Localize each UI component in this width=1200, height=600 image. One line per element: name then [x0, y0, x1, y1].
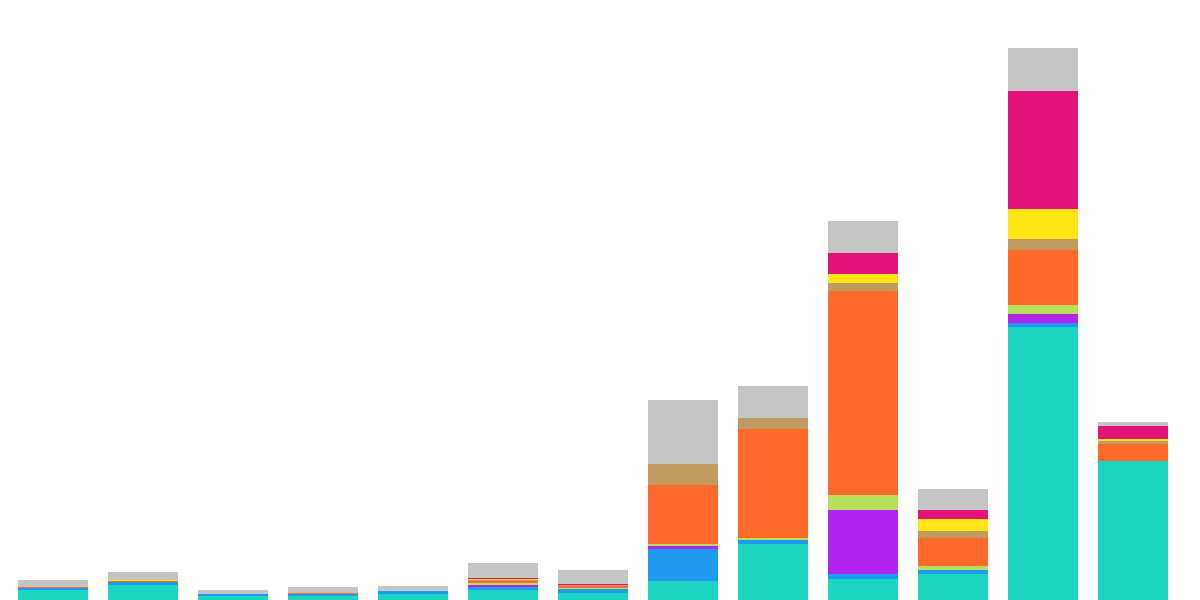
- bar-8-blue-segment: [648, 549, 718, 581]
- bar-9-teal-segment: [738, 544, 808, 600]
- bar-5-teal-segment: [378, 594, 448, 600]
- bar-13-orange-segment: [1098, 444, 1168, 461]
- bar-12: [1008, 48, 1078, 600]
- bar-3-teal-segment: [198, 596, 268, 600]
- bar-10-brown-segment: [828, 283, 898, 292]
- bar-10-yellow-segment: [828, 274, 898, 283]
- bar-7-teal-segment: [558, 593, 628, 600]
- bar-1-grey-segment: [18, 580, 88, 588]
- bar-12-magenta-segment: [1008, 91, 1078, 209]
- bar-10-grey-segment: [828, 221, 898, 253]
- bar-8-teal-segment: [648, 581, 718, 600]
- bar-8-brown-segment: [648, 464, 718, 485]
- bar-13-magenta-segment: [1098, 426, 1168, 439]
- bar-4: [288, 587, 358, 600]
- bar-11-grey-segment: [918, 489, 988, 510]
- bar-10-orange-segment: [828, 291, 898, 495]
- bar-1: [18, 580, 88, 600]
- bar-12-teal-segment: [1008, 327, 1078, 600]
- bar-4-teal-segment: [288, 596, 358, 600]
- bar-11-magenta-segment: [918, 510, 988, 519]
- bar-8: [648, 400, 718, 600]
- bar-6-grey-segment: [468, 563, 538, 578]
- bar-3: [198, 590, 268, 600]
- bar-13-teal-segment: [1098, 461, 1168, 600]
- bar-12-grey-segment: [1008, 48, 1078, 91]
- bar-12-purple-segment: [1008, 314, 1078, 323]
- bar-9-grey-segment: [738, 386, 808, 418]
- bar-7-grey-segment: [558, 570, 628, 584]
- bar-10-purple-segment: [828, 510, 898, 574]
- bar-9-brown-segment: [738, 418, 808, 429]
- bar-2-teal-segment: [108, 585, 178, 600]
- bar-12-lime-segment: [1008, 305, 1078, 314]
- bar-9-orange-segment: [738, 429, 808, 538]
- bar-11-yellow-segment: [918, 519, 988, 532]
- bar-6-teal-segment: [468, 590, 538, 600]
- bar-11-teal-segment: [918, 574, 988, 600]
- bar-5: [378, 586, 448, 600]
- bar-10-magenta-segment: [828, 253, 898, 274]
- bar-9: [738, 386, 808, 600]
- stacked-bar-chart: [0, 0, 1200, 600]
- bar-12-yellow-segment: [1008, 209, 1078, 239]
- bar-6: [468, 563, 538, 600]
- bar-8-orange-segment: [648, 485, 718, 544]
- bar-1-teal-segment: [18, 590, 88, 600]
- bar-13: [1098, 422, 1168, 600]
- bar-7: [558, 570, 628, 600]
- bar-12-orange-segment: [1008, 250, 1078, 306]
- bar-2: [108, 572, 178, 600]
- bar-2-grey-segment: [108, 572, 178, 580]
- bar-10-lime-segment: [828, 495, 898, 510]
- bar-11: [918, 489, 988, 600]
- bar-8-grey-segment: [648, 400, 718, 464]
- bar-11-orange-segment: [918, 538, 988, 566]
- bar-10: [828, 221, 898, 600]
- bar-10-teal-segment: [828, 579, 898, 600]
- bar-12-brown-segment: [1008, 239, 1078, 250]
